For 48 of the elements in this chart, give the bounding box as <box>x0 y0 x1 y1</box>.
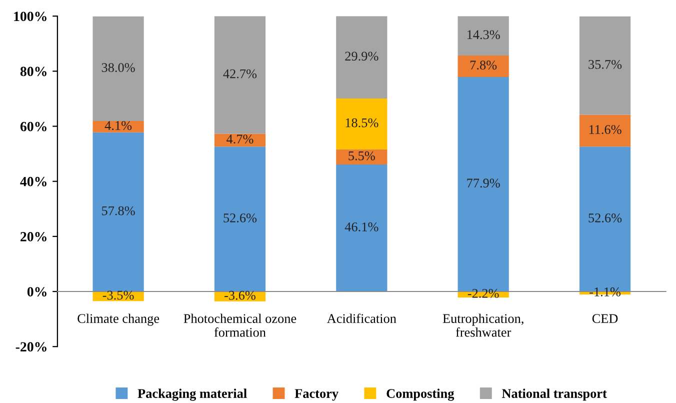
x-tick-label: Photochemical ozone formation <box>184 314 296 337</box>
bar <box>336 98 388 150</box>
data-label: 5.5% <box>348 151 375 160</box>
data-label: 11.6% <box>589 125 622 134</box>
bar <box>214 146 266 292</box>
data-label: 4.7% <box>226 134 254 144</box>
bar <box>336 16 388 98</box>
bar <box>214 16 266 134</box>
y-tick-label: 40% <box>20 176 46 186</box>
data-label: 77.9% <box>467 178 500 188</box>
y-tick-label: 80% <box>20 66 46 76</box>
data-label: 46.1% <box>344 222 378 232</box>
y-tick-label: 20% <box>20 232 46 242</box>
data-label: 35.7% <box>588 60 622 69</box>
x-tick-label: CED <box>592 314 618 324</box>
bar <box>458 56 509 77</box>
data-label: 18.5% <box>346 118 378 128</box>
data-label: -3.6% <box>224 290 256 300</box>
data-label: 29.9% <box>345 52 378 61</box>
data-label: 7.8% <box>470 60 497 70</box>
y-tick-label: 60% <box>20 122 46 132</box>
y-tick-label: 100% <box>14 12 46 22</box>
data-label: -3.5% <box>102 290 134 300</box>
bar <box>92 121 144 132</box>
legend-label: Packaging material <box>138 388 247 401</box>
bar <box>92 16 144 122</box>
bar <box>579 16 631 115</box>
x-tick-label: Climate change <box>78 314 160 326</box>
data-label: 4.1% <box>104 121 132 130</box>
bar <box>579 114 631 147</box>
legend-label: National transport <box>502 388 607 401</box>
x-tick-label: Eutrophication, freshwater <box>442 314 524 337</box>
y-tick-label: 0% <box>27 287 46 297</box>
bar <box>458 16 509 56</box>
data-label: 52.6% <box>224 213 257 222</box>
data-label: 38.0% <box>102 63 135 72</box>
x-tick-label: Acidification <box>326 314 396 324</box>
bar <box>336 164 388 292</box>
legend-label: Composting <box>386 388 454 401</box>
bar <box>214 134 266 147</box>
data-label: 52.6% <box>588 213 622 222</box>
bar <box>336 149 388 165</box>
legend-label: Factory <box>294 389 338 401</box>
data-label: 57.8% <box>102 206 135 216</box>
bar <box>92 132 144 292</box>
data-label: 42.7% <box>223 69 257 78</box>
data-label: 14.3% <box>467 30 500 40</box>
y-tick-label: -20% <box>16 342 46 352</box>
